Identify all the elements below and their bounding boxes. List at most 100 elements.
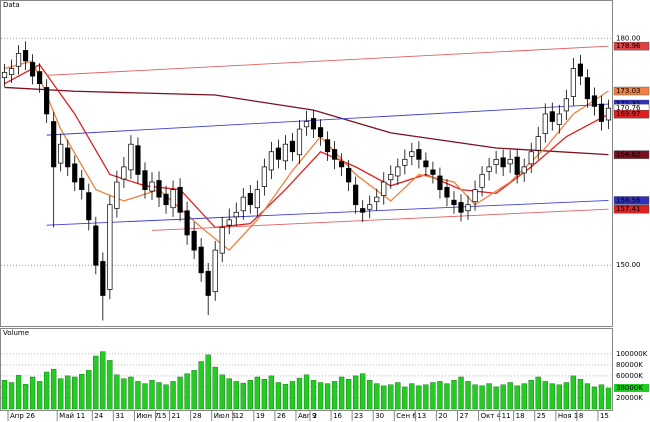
volume-bar — [374, 383, 380, 410]
overlay-line — [46, 45, 609, 76]
volume-bar — [79, 374, 85, 410]
volume-bar — [240, 382, 246, 410]
candle-body — [465, 204, 471, 212]
volume-bar — [226, 378, 232, 410]
x-tick-label: 13 — [417, 412, 426, 420]
candle-body — [493, 158, 499, 165]
x-tick-label: 11 — [502, 412, 511, 420]
volume-bar — [8, 382, 15, 410]
volume-bar — [556, 384, 562, 410]
candle-body — [360, 208, 366, 213]
x-tick-label: 23 — [354, 412, 363, 420]
candle-body — [402, 158, 408, 166]
price-label: 169.97 — [616, 110, 641, 118]
volume-bar — [128, 376, 134, 410]
volume-bar — [191, 370, 197, 410]
candle-body — [149, 181, 155, 192]
overlay-line — [151, 208, 609, 231]
candle-body — [605, 107, 612, 121]
volume-bar — [331, 381, 338, 410]
candle-body — [1, 71, 8, 78]
candle-body — [514, 156, 520, 175]
volume-bar — [507, 382, 513, 410]
volume-bar — [58, 378, 64, 410]
candle-body — [535, 136, 541, 151]
volume-bar — [1, 380, 8, 410]
candle-body — [93, 225, 99, 266]
volume-bar — [423, 384, 429, 410]
volume-bar — [465, 381, 471, 410]
price-label-box — [613, 150, 650, 159]
volume-bar — [15, 375, 22, 410]
volume-bar — [296, 377, 303, 410]
price-label: 157.41 — [616, 205, 641, 213]
x-tick-label: 31 — [115, 412, 124, 420]
candle-body — [191, 230, 197, 251]
volume-title: Volume — [3, 329, 29, 337]
volume-bar — [100, 351, 106, 410]
volume-bar — [198, 361, 204, 410]
volume-bar — [451, 380, 457, 410]
x-tick-label: 18 — [516, 412, 525, 420]
candle-body — [282, 143, 289, 162]
volume-bar — [247, 380, 253, 410]
volume-bar — [177, 376, 183, 410]
volume-bar — [43, 371, 50, 410]
candle-body — [296, 128, 303, 156]
candle-body — [233, 211, 239, 218]
candle-body — [275, 147, 282, 160]
candle-body — [472, 189, 478, 203]
candle-body — [247, 193, 253, 206]
candle-body — [310, 118, 317, 130]
volume-bar — [205, 354, 211, 410]
overlay-line — [4, 60, 609, 251]
candle-body — [395, 166, 401, 177]
price-label-box — [613, 109, 650, 119]
candle-body — [528, 151, 534, 165]
candle-body — [58, 143, 64, 164]
candle-body — [479, 174, 485, 188]
x-tick-label: 26 — [277, 412, 286, 420]
volume-bar — [388, 384, 394, 410]
candle-body — [240, 196, 246, 212]
volume-bar — [261, 378, 268, 410]
candle-body — [289, 140, 296, 153]
candle-body — [317, 127, 324, 137]
candle-body — [30, 62, 36, 77]
volume-label-box — [614, 384, 649, 393]
volume-bar — [542, 381, 548, 410]
candle-body — [577, 63, 583, 77]
y-tick-label: 150.00 — [616, 261, 641, 269]
volume-bar — [549, 383, 555, 410]
volume-bar — [591, 386, 598, 410]
candle-body — [549, 111, 555, 122]
volume-bar — [472, 384, 478, 410]
candle-body — [521, 166, 527, 174]
candle-body — [100, 261, 106, 296]
volume-bar — [51, 369, 57, 410]
volume-bar — [458, 376, 464, 410]
candle-body — [409, 151, 415, 157]
volume-bar — [584, 383, 591, 410]
candle-body — [584, 77, 591, 100]
volume-panel — [0, 328, 613, 411]
x-tick-label: Сен 6 — [396, 412, 417, 420]
candle-body — [303, 121, 310, 128]
x-tick-label: 19 — [256, 412, 265, 420]
candle-body — [374, 196, 380, 203]
volume-tick-label: 20000K — [616, 394, 643, 402]
volume-bar — [86, 370, 92, 410]
volume-bar — [184, 373, 190, 410]
price-label: 164.62 — [616, 151, 641, 159]
volume-bar — [29, 376, 36, 410]
x-tick-label: 21 — [172, 412, 181, 420]
x-tick-label: Ноя 1 — [558, 412, 578, 420]
candle-body — [353, 184, 359, 206]
x-tick-label: 8 — [579, 412, 583, 420]
volume-bar — [605, 387, 612, 410]
x-tick-label: 16 — [333, 412, 342, 420]
x-tick-label: Май 11 — [59, 412, 85, 420]
candle-body — [163, 193, 169, 206]
volume-bar — [170, 381, 176, 410]
